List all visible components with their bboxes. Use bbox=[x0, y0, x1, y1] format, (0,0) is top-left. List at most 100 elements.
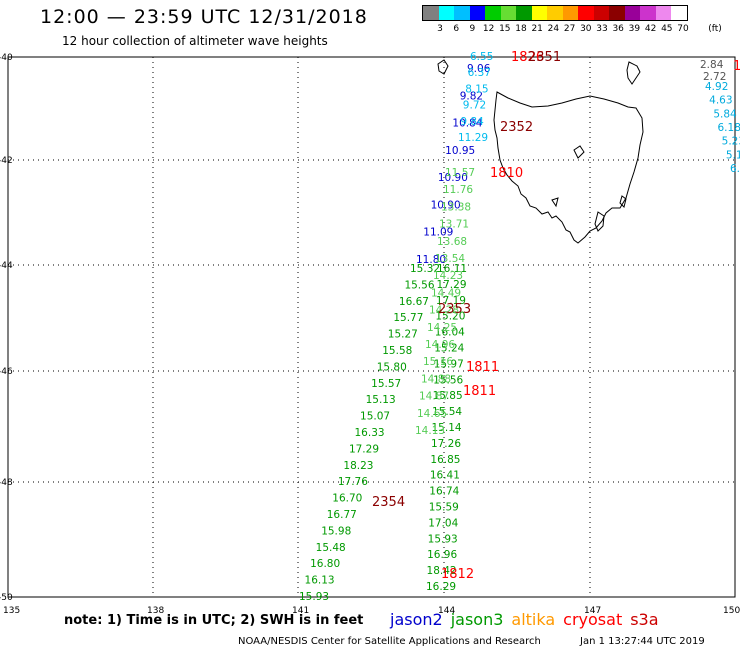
map-grid bbox=[7, 56, 736, 598]
wave-height-label: 15.58 bbox=[382, 345, 412, 357]
wave-height-label: 10.84 bbox=[452, 118, 482, 130]
wave-height-label: 14.88 bbox=[421, 373, 451, 385]
units-note: note: 1) Time is in UTC; 2) SWH is in fe… bbox=[64, 613, 364, 628]
wave-height-label: 14.23 bbox=[433, 270, 463, 282]
legend-ticks: 3 6 9 12 15 18 21 24 27 30 33 36 39 42 45 70 (ft) bbox=[422, 21, 722, 34]
legend-swatch bbox=[485, 6, 501, 20]
coast-inlet bbox=[551, 197, 559, 208]
wave-height-label: 4.63 bbox=[709, 95, 732, 107]
legend-tick-label: 6 bbox=[453, 24, 460, 34]
wave-height-label: 17.19 bbox=[436, 295, 466, 307]
wave-height-label: 15.80 bbox=[377, 361, 407, 373]
wave-height-label: 16.04 bbox=[435, 327, 465, 339]
axis-labels: -40 -42 -44 -46 -48 -50 135 138 141 144 147 150 bbox=[0, 53, 740, 616]
wave-height-label: 5.84 bbox=[713, 108, 737, 120]
wave-height-label: 15.93 bbox=[299, 591, 329, 603]
pass-id-label: 1812 bbox=[441, 567, 474, 582]
legend-tick-label: 15 bbox=[499, 24, 511, 34]
wave-height-label: 15.56 bbox=[433, 374, 463, 386]
wave-height-label: 11.80 bbox=[416, 254, 446, 266]
wave-height-label: 11.29 bbox=[458, 132, 488, 144]
wave-height-label: 15.85 bbox=[433, 390, 463, 402]
wave-height-label: 6.37 bbox=[468, 67, 491, 79]
wave-height-label: 15.48 bbox=[316, 542, 346, 554]
legend-tick-label: 36 bbox=[612, 24, 624, 34]
legend-unit: (ft) bbox=[708, 24, 722, 34]
wave-height-label: 16.41 bbox=[430, 470, 460, 482]
wave-height-label: 15.57 bbox=[371, 378, 401, 390]
legend-tick-label: 30 bbox=[580, 24, 592, 34]
wave-height-label: 16.70 bbox=[332, 493, 362, 505]
wave-height-label: 15.77 bbox=[393, 312, 423, 324]
wave-height-label: 14.28 bbox=[429, 305, 459, 317]
wave-height-label: 9.84 bbox=[460, 116, 484, 128]
legend-tick-label: 3 bbox=[437, 24, 443, 34]
wave-height-label: 15.13 bbox=[366, 394, 396, 406]
longitude-label: 138 bbox=[147, 606, 164, 616]
wave-height-label: 6.18 bbox=[718, 122, 740, 134]
pass-id-label: 1811 bbox=[466, 360, 499, 375]
legend-tick-label: 27 bbox=[563, 24, 576, 34]
legend-tick-label: 24 bbox=[547, 24, 560, 34]
legend-tick-label: 33 bbox=[596, 24, 608, 34]
wave-height-label: 4.92 bbox=[705, 81, 728, 93]
wave-height-label: 6.55 bbox=[470, 51, 493, 63]
legend-tick-label: 70 bbox=[677, 24, 689, 34]
wave-height-label: 5.23 bbox=[722, 136, 740, 148]
wave-height-label: 9.06 bbox=[467, 63, 491, 75]
legend-swatch bbox=[624, 6, 640, 20]
wave-height-label: 13.71 bbox=[439, 219, 469, 231]
latitude-label: -46 bbox=[0, 367, 13, 377]
wave-height-label: 16.33 bbox=[355, 427, 385, 439]
legend-tick-label: 21 bbox=[531, 24, 543, 34]
pass-id-label: 2351 bbox=[528, 50, 561, 65]
wave-height-label: 18.23 bbox=[343, 460, 373, 472]
legend-swatch bbox=[655, 6, 671, 20]
wave-height-label: 16.29 bbox=[426, 581, 456, 593]
wave-height-label: 16.74 bbox=[429, 486, 459, 498]
wave-height-label: 9.82 bbox=[460, 90, 483, 102]
legend-swatch bbox=[578, 6, 594, 20]
satellite-jason3: jason3 bbox=[450, 610, 504, 629]
wave-height-label: 11.76 bbox=[443, 184, 473, 196]
wave-height-label: 18.42 bbox=[427, 565, 457, 577]
wave-height-label: 15.32 bbox=[410, 263, 440, 275]
coast-bay bbox=[573, 145, 585, 159]
legend-swatch bbox=[640, 6, 656, 20]
wave-height-label: 15.27 bbox=[388, 329, 418, 341]
pass-id-label: 2352 bbox=[500, 120, 533, 135]
wave-height-label: 15.54 bbox=[432, 406, 462, 418]
wave-height-label: 14.87 bbox=[419, 391, 449, 403]
legend-swatch bbox=[423, 6, 439, 20]
wave-height-label: 15.16 bbox=[423, 356, 453, 368]
wave-height-label: 5.1 bbox=[726, 149, 740, 161]
timestamp-text: Jan 1 13:27:44 UTC 2019 bbox=[580, 636, 705, 647]
pass-id-label: 1811 bbox=[463, 384, 496, 399]
wave-height-label: 6. bbox=[730, 163, 740, 175]
color-legend: 3 6 9 12 15 18 21 24 27 30 33 36 39 42 45 70 (ft) bbox=[422, 5, 722, 34]
latitude-label: -48 bbox=[0, 478, 13, 488]
wave-height-label: 16.67 bbox=[399, 296, 429, 308]
wave-height-label: 8.15 bbox=[465, 83, 488, 95]
wave-height-label: 2.72 bbox=[703, 71, 726, 83]
track-labels: 9.069.8210.8410.9510.9010.9011.0911.8015… bbox=[299, 51, 740, 603]
legend-swatch bbox=[500, 6, 516, 20]
legend-swatch bbox=[516, 6, 532, 20]
wave-height-label: 9.72 bbox=[463, 100, 486, 112]
wave-height-label: 11.57 bbox=[445, 167, 475, 179]
legend-tick-label: 9 bbox=[469, 24, 476, 34]
wave-height-label: 14.13 bbox=[415, 425, 445, 437]
bruny-island bbox=[594, 211, 605, 232]
wave-height-label: 15.98 bbox=[321, 525, 351, 537]
latitude-label: -50 bbox=[0, 593, 13, 603]
latitude-label: -42 bbox=[0, 156, 13, 166]
wave-height-label: 16.11 bbox=[437, 263, 467, 275]
flinders-island bbox=[626, 61, 641, 85]
wave-height-label: 15.14 bbox=[432, 422, 462, 434]
page-subtitle: 12 hour collection of altimeter wave hei… bbox=[62, 34, 328, 48]
legend-tick-label: 42 bbox=[644, 24, 657, 34]
wave-height-label: 17.76 bbox=[338, 476, 368, 488]
wave-height-label: 15.93 bbox=[428, 533, 458, 545]
